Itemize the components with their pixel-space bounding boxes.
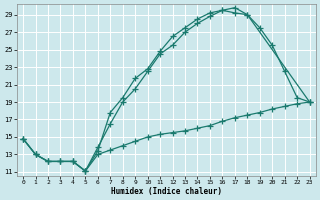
X-axis label: Humidex (Indice chaleur): Humidex (Indice chaleur) <box>111 187 222 196</box>
